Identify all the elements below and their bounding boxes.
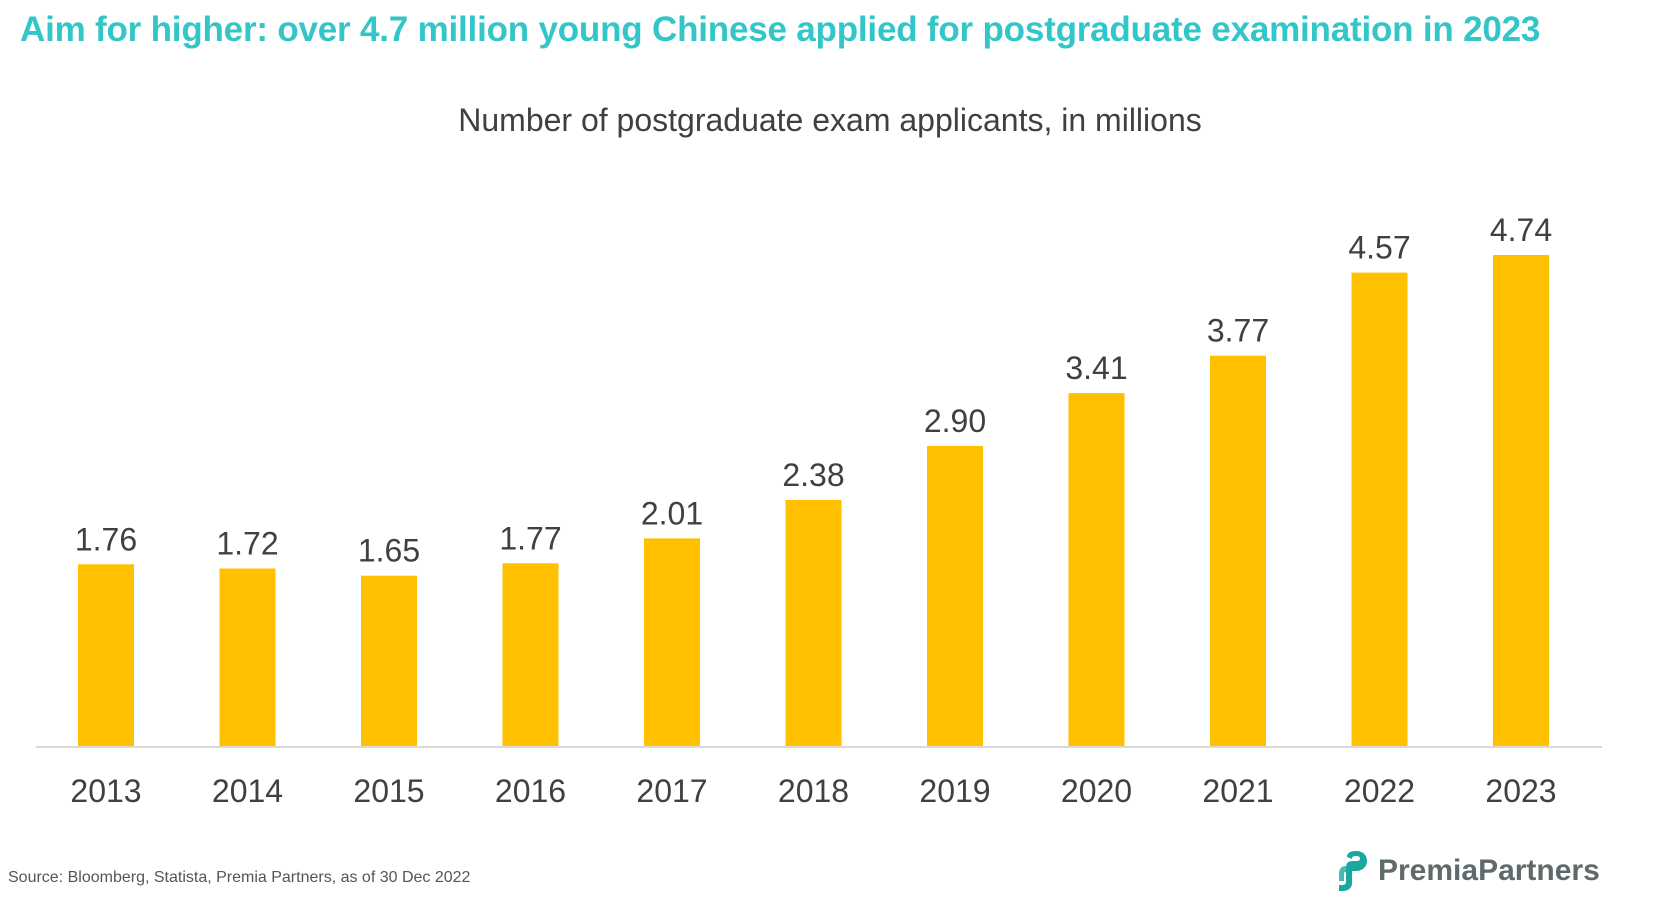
x-tick-label-2020: 2020 (1061, 773, 1132, 809)
bar-2019 (927, 446, 983, 747)
premia-logo-icon (1339, 851, 1367, 891)
data-label-2022: 4.57 (1348, 230, 1410, 266)
x-tick-label-2017: 2017 (636, 773, 707, 809)
headline: Aim for higher: over 4.7 million young C… (20, 10, 1541, 49)
data-label-2016: 1.77 (499, 520, 561, 556)
x-tick-label-2023: 2023 (1485, 773, 1556, 809)
x-tick-label-2013: 2013 (70, 773, 141, 809)
data-label-2019: 2.90 (924, 403, 986, 439)
bar-2023 (1493, 255, 1549, 747)
data-label-2021: 3.77 (1207, 313, 1269, 349)
bar-2015 (361, 575, 417, 747)
data-label-2018: 2.38 (782, 457, 844, 493)
bar-2014 (219, 568, 276, 747)
bar-2018 (785, 500, 842, 747)
bar-2021 (1210, 355, 1266, 747)
x-tick-label-2016: 2016 (495, 773, 566, 809)
brand-name: PremiaPartners (1378, 854, 1600, 887)
data-label-2017: 2.01 (641, 495, 703, 531)
chart-title: Number of postgraduate exam applicants, … (458, 102, 1201, 138)
x-tick-label-2018: 2018 (778, 773, 849, 809)
data-label-2014: 1.72 (216, 526, 278, 562)
data-label-2020: 3.41 (1065, 350, 1127, 386)
data-label-2013: 1.76 (75, 521, 137, 557)
bar-2022 (1351, 272, 1408, 747)
bar-2020 (1068, 393, 1125, 747)
bars-layer: 1.76 2013 1.72 2014 1.65 2015 1.77 2016 2.01 2017… (70, 212, 1556, 809)
brand-logo: PremiaPartners (1334, 850, 1600, 892)
x-tick-label-2014: 2014 (212, 773, 283, 809)
source-note: Source: Bloomberg, Statista, Premia Part… (8, 869, 471, 886)
bar-2013 (78, 564, 134, 747)
bar-2016 (502, 563, 559, 747)
data-label-2023: 4.74 (1490, 212, 1552, 248)
x-tick-label-2022: 2022 (1344, 773, 1415, 809)
x-tick-label-2019: 2019 (919, 773, 990, 809)
x-tick-label-2021: 2021 (1202, 773, 1273, 809)
bar-2017 (644, 538, 700, 747)
data-label-2015: 1.65 (358, 533, 420, 569)
x-tick-label-2015: 2015 (353, 773, 424, 809)
